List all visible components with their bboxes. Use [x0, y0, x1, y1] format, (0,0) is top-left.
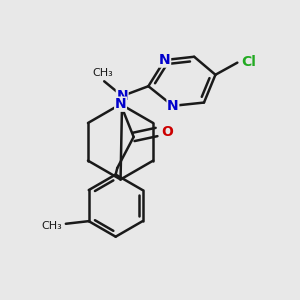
- Text: O: O: [161, 125, 173, 139]
- Text: N: N: [167, 99, 179, 113]
- Text: CH₃: CH₃: [92, 68, 113, 78]
- Text: Cl: Cl: [242, 55, 256, 69]
- Text: N: N: [115, 97, 126, 111]
- Text: N: N: [159, 53, 170, 67]
- Text: CH₃: CH₃: [42, 221, 63, 231]
- Text: N: N: [116, 89, 128, 103]
